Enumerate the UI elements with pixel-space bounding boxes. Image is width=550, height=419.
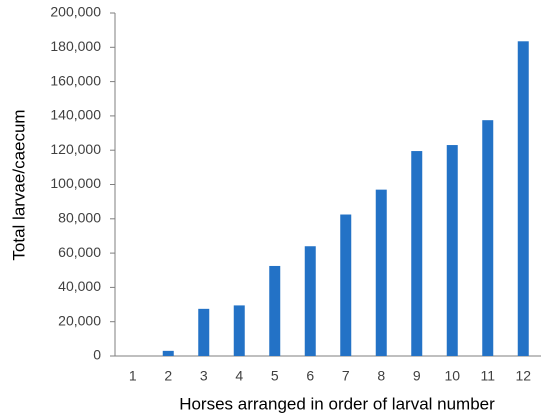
y-tick-label: 20,000 <box>58 312 101 328</box>
x-tick-label: 2 <box>164 368 172 384</box>
bar <box>411 151 423 356</box>
bar <box>446 145 458 356</box>
y-tick-label: 80,000 <box>58 210 101 226</box>
x-tick-label: 3 <box>200 368 208 384</box>
x-tick-label: 1 <box>129 368 137 384</box>
y-tick-label: 120,000 <box>50 141 101 157</box>
y-tick-label: 100,000 <box>50 175 101 191</box>
bar <box>375 189 387 356</box>
y-tick-label: 140,000 <box>50 107 101 123</box>
x-tick-label: 9 <box>413 368 421 384</box>
y-tick-label: 40,000 <box>58 278 101 294</box>
x-tick-label: 4 <box>235 368 243 384</box>
bar <box>304 246 316 356</box>
x-tick-label: 5 <box>271 368 279 384</box>
x-tick-label: 8 <box>377 368 385 384</box>
bar <box>269 265 281 356</box>
x-axis-title: Horses arranged in order of larval numbe… <box>179 394 495 413</box>
bar <box>198 308 210 356</box>
bar <box>482 120 494 356</box>
y-tick-label: 0 <box>93 347 101 363</box>
x-tick-label: 12 <box>515 368 531 384</box>
y-axis-title: Total larvae/caecum <box>9 109 28 260</box>
x-tick-label: 11 <box>480 368 495 384</box>
y-tick-label: 60,000 <box>58 244 101 260</box>
y-tick-label: 180,000 <box>50 38 101 54</box>
x-tick-label: 6 <box>306 368 314 384</box>
bar <box>517 41 529 357</box>
bar <box>162 350 174 356</box>
x-tick-label: 10 <box>444 368 460 384</box>
bar <box>233 305 245 356</box>
x-tick-label: 7 <box>342 368 350 384</box>
y-tick-label: 200,000 <box>50 4 101 20</box>
bar <box>340 214 352 356</box>
y-tick-label: 160,000 <box>50 72 101 88</box>
